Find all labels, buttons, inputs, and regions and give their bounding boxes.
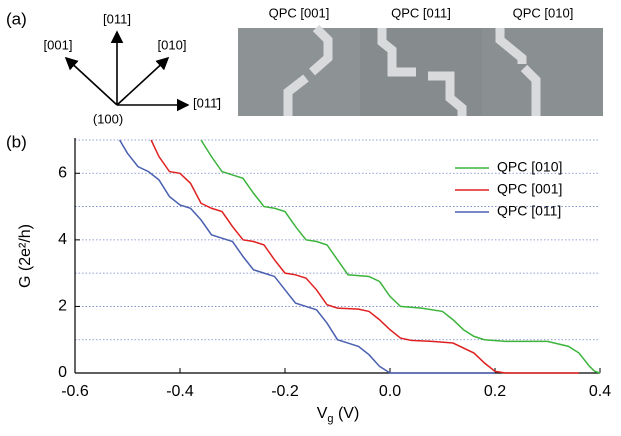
x-axis-label-unit: (V) — [334, 405, 360, 422]
x-axis-label-main: V — [317, 405, 328, 422]
direction-label: [010] — [158, 37, 187, 52]
panel-label: (b) — [6, 132, 27, 151]
legend-label: QPC [011] — [497, 203, 561, 219]
direction-label: (100) — [93, 111, 123, 126]
plot: 0 2 4 6 -0.6 -0.4 -0.2 0.0 0.2 0.4 QPC [010] QPC [0… — [58, 138, 611, 400]
image-label: QPC [001] — [269, 5, 330, 20]
y-tick-label: 2 — [58, 298, 67, 315]
direction-label: [011] — [103, 11, 131, 26]
image-label: QPC [010] — [513, 5, 574, 20]
direction-arrows — [64, 30, 190, 112]
x-axis-label-sub: g — [327, 413, 333, 425]
y-tick-label: 0 — [58, 364, 67, 381]
legend-label: QPC [001] — [497, 181, 562, 197]
panel-label: (a) — [6, 9, 27, 28]
y-tick-label: 6 — [58, 165, 67, 182]
x-tick-label: -0.4 — [166, 383, 194, 400]
x-tick-label: -0.6 — [61, 383, 89, 400]
x-tick-label: 0.4 — [589, 383, 611, 400]
x-tick-label: 0.2 — [484, 383, 506, 400]
direction-label: [001] — [44, 37, 73, 52]
series-line — [150, 139, 579, 374]
y-tick-label: 4 — [58, 231, 67, 248]
image-label: QPC [011] — [391, 5, 451, 20]
y-axis-label: G (2e²/h) — [17, 224, 34, 288]
micrographs: QPC [001] QPC [011] QPC [010] — [238, 5, 603, 116]
x-tick-label: -0.2 — [271, 383, 299, 400]
series-line — [118, 139, 495, 374]
x-axis-label: Vg (V) — [317, 405, 360, 425]
x-tick-label: 0.0 — [379, 383, 401, 400]
legend-label: QPC [010] — [497, 159, 562, 175]
direction-label: [011̄] — [193, 95, 221, 110]
series-line — [200, 139, 601, 374]
